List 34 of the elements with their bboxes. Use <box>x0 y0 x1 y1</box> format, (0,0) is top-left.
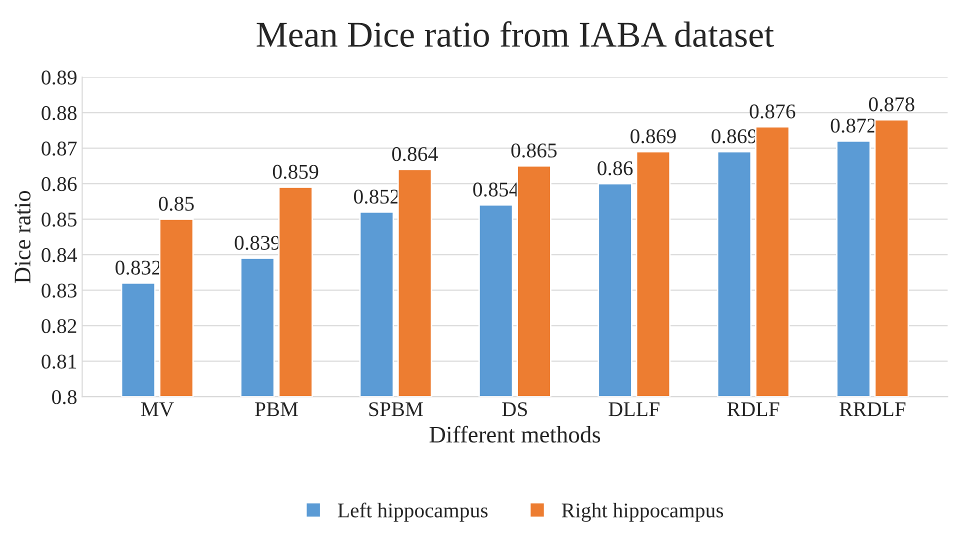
y-tick-label: 0.88 <box>42 106 77 120</box>
y-tick-label: 0.82 <box>42 319 76 334</box>
y-tick-label: 0.86 <box>42 177 77 192</box>
y-tick-label: 0.87 <box>42 142 77 156</box>
data-label: 0.869 <box>630 129 676 144</box>
y-tick-label: 0.81 <box>42 354 76 369</box>
data-label: 0.859 <box>272 164 318 179</box>
y-tick-label: 0.84 <box>42 248 78 262</box>
data-label: 0.878 <box>868 97 914 112</box>
y-tick-label: 0.85 <box>42 212 77 227</box>
legend-label: Left hippocampus <box>338 502 488 522</box>
data-label: 0.86 <box>598 161 633 176</box>
data-label: 0.832 <box>116 260 161 275</box>
x-tick-label: SPBM <box>369 402 423 416</box>
legend-label: Right hippocampus <box>562 502 724 522</box>
data-label: 0.872 <box>830 118 876 133</box>
data-label: 0.865 <box>511 143 557 158</box>
y-tick-label: 0.89 <box>42 70 76 85</box>
x-tick-label: DS <box>502 402 527 416</box>
x-tick-label: MV <box>141 402 174 416</box>
data-label: 0.85 <box>158 196 194 211</box>
data-label: 0.854 <box>473 182 519 197</box>
x-tick-label: RRDLF <box>840 402 906 416</box>
data-label: 0.852 <box>354 190 399 204</box>
x-tick-label: RDLF <box>727 402 780 416</box>
y-axis-title: Dice ratio <box>14 190 31 284</box>
data-label: 0.864 <box>392 147 438 162</box>
y-tick-label: 0.83 <box>42 284 77 298</box>
x-tick-label: DLLF <box>608 402 660 416</box>
data-label: 0.876 <box>750 104 796 119</box>
x-axis-title: Different methods <box>430 426 600 443</box>
y-tick-label: 0.8 <box>52 390 77 404</box>
x-tick-label: PBM <box>255 402 298 416</box>
chart-title: Mean Dice ratio from IABA dataset <box>256 21 774 47</box>
